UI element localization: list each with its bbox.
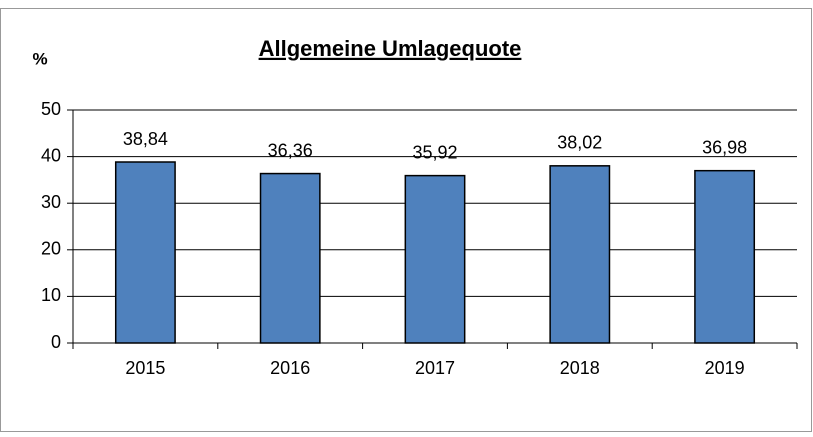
y-tick-label: 0 (51, 332, 61, 352)
y-tick-label: 30 (41, 192, 61, 212)
x-tick-label: 2017 (415, 358, 455, 378)
bar (404, 174, 466, 344)
chart-title: Allgemeine Umlagequote (259, 36, 522, 61)
x-tick-label: 2015 (125, 358, 165, 378)
x-tick-label: 2016 (270, 358, 310, 378)
y-axis-label: % (32, 49, 47, 68)
y-tick-label: 40 (41, 145, 61, 165)
bar (114, 161, 176, 344)
value-label: 38,84 (123, 129, 168, 149)
value-label: 38,02 (557, 133, 602, 153)
value-label: 36,98 (702, 137, 747, 157)
y-tick-label: 10 (41, 285, 61, 305)
bar (694, 169, 756, 344)
y-tick-label: 20 (41, 239, 61, 259)
x-tick-label: 2018 (560, 358, 600, 378)
x-tick-label: 2019 (705, 358, 745, 378)
value-label: 35,92 (412, 142, 457, 162)
y-tick-label: 50 (41, 99, 61, 119)
bar (549, 165, 611, 344)
value-label: 36,36 (268, 140, 313, 160)
bar (259, 172, 321, 344)
